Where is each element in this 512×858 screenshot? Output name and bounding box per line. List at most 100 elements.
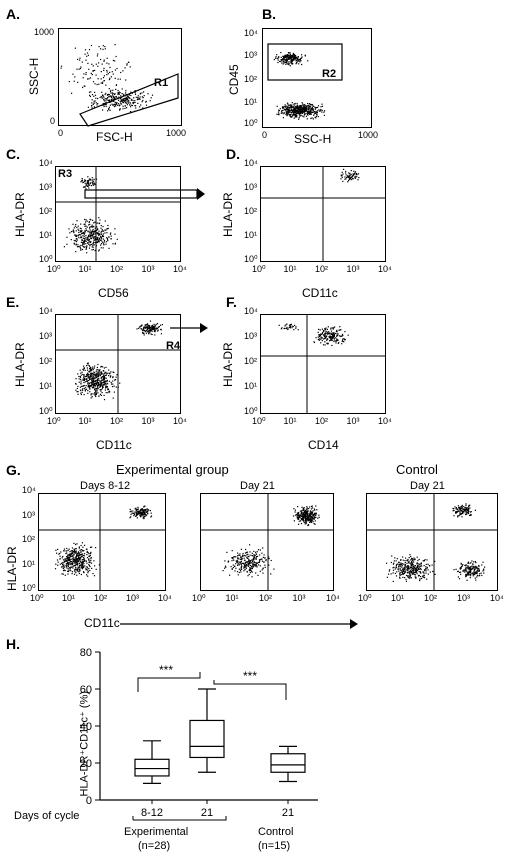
event-dot <box>299 106 301 108</box>
event-dot <box>57 564 59 566</box>
event-dot <box>410 559 412 561</box>
event-dot <box>129 511 131 513</box>
panel-g-label: G. <box>6 462 21 478</box>
event-dot <box>110 92 112 94</box>
event-dot <box>276 54 278 56</box>
event-dot <box>110 375 112 377</box>
event-dot <box>294 58 296 60</box>
event-dot <box>112 100 114 102</box>
event-dot <box>423 560 425 562</box>
event-dot <box>73 232 75 234</box>
event-dot <box>67 564 70 566</box>
event-dot <box>312 110 314 112</box>
event-dot <box>89 370 91 372</box>
event-dot <box>98 250 100 252</box>
event-dot <box>78 566 80 569</box>
event-dot <box>343 168 345 170</box>
event-dot <box>405 569 407 571</box>
event-dot <box>287 57 289 59</box>
event-dot <box>240 571 242 573</box>
gate-arrow-c-to-d <box>84 188 205 200</box>
event-dot <box>74 564 76 566</box>
event-dot <box>83 560 85 562</box>
event-dot <box>309 514 311 516</box>
event-dot <box>278 56 280 58</box>
event-dot <box>100 225 102 227</box>
event-dot <box>239 553 241 555</box>
event-dot <box>122 98 124 100</box>
event-dot <box>315 337 317 339</box>
event-dot <box>130 111 132 113</box>
event-dot <box>96 383 98 385</box>
event-dot <box>395 565 397 567</box>
event-dot <box>357 173 360 175</box>
event-dot <box>143 95 145 97</box>
event-dot <box>93 233 95 236</box>
event-dot <box>72 558 74 560</box>
event-dot <box>324 336 327 338</box>
event-dot <box>475 565 477 567</box>
event-dot <box>305 521 307 523</box>
event-dot <box>226 551 228 553</box>
event-dot <box>321 328 323 330</box>
event-dot <box>82 242 84 244</box>
event-dot <box>297 513 299 515</box>
event-dot <box>80 236 82 238</box>
event-dot <box>110 96 112 98</box>
event-dot <box>336 333 338 335</box>
event-dot <box>105 386 107 388</box>
event-dot <box>90 557 92 559</box>
event-dot <box>97 53 99 55</box>
event-dot <box>310 515 312 517</box>
event-dot <box>97 232 100 234</box>
event-dot <box>318 339 321 341</box>
event-dot <box>289 53 291 55</box>
event-dot <box>88 555 90 557</box>
box <box>189 719 225 759</box>
event-dot <box>94 387 96 389</box>
event-dot <box>75 238 77 240</box>
event-dot <box>87 242 89 244</box>
event-dot <box>90 375 92 377</box>
event-dot <box>97 233 99 235</box>
event-dot <box>402 573 404 575</box>
event-dot <box>66 243 68 245</box>
event-dot <box>101 230 103 232</box>
event-dot <box>299 111 301 113</box>
event-dot <box>395 560 397 562</box>
event-dot <box>289 58 291 60</box>
event-dot <box>305 514 307 516</box>
event-dot <box>91 99 93 101</box>
event-dot <box>333 327 335 329</box>
experimental-bracket <box>132 816 227 821</box>
event-dot <box>312 516 314 518</box>
event-dot <box>312 519 314 521</box>
log-tick-label: 10⁰ <box>192 593 206 603</box>
event-dot <box>77 246 80 248</box>
event-dot <box>265 559 267 561</box>
event-dot <box>82 231 84 234</box>
event-dot <box>73 554 75 556</box>
event-dot <box>77 555 79 557</box>
event-dot <box>70 562 72 564</box>
event-dot <box>97 387 99 389</box>
event-dot <box>65 552 67 555</box>
event-dot <box>75 559 77 561</box>
event-dot <box>350 173 352 176</box>
event-dot <box>297 506 299 508</box>
event-dot <box>323 330 325 333</box>
event-dot <box>333 333 335 335</box>
event-dot <box>285 327 287 330</box>
event-dot <box>311 519 313 521</box>
event-dot <box>87 230 89 232</box>
event-dot <box>397 563 399 565</box>
event-dot <box>102 370 104 372</box>
event-dot <box>138 326 141 328</box>
event-dot <box>416 573 418 575</box>
event-dot <box>317 517 319 519</box>
event-dot <box>399 576 401 578</box>
event-dot <box>466 573 468 575</box>
event-dot <box>102 247 104 249</box>
event-dot <box>310 517 312 519</box>
event-dot <box>140 511 142 513</box>
